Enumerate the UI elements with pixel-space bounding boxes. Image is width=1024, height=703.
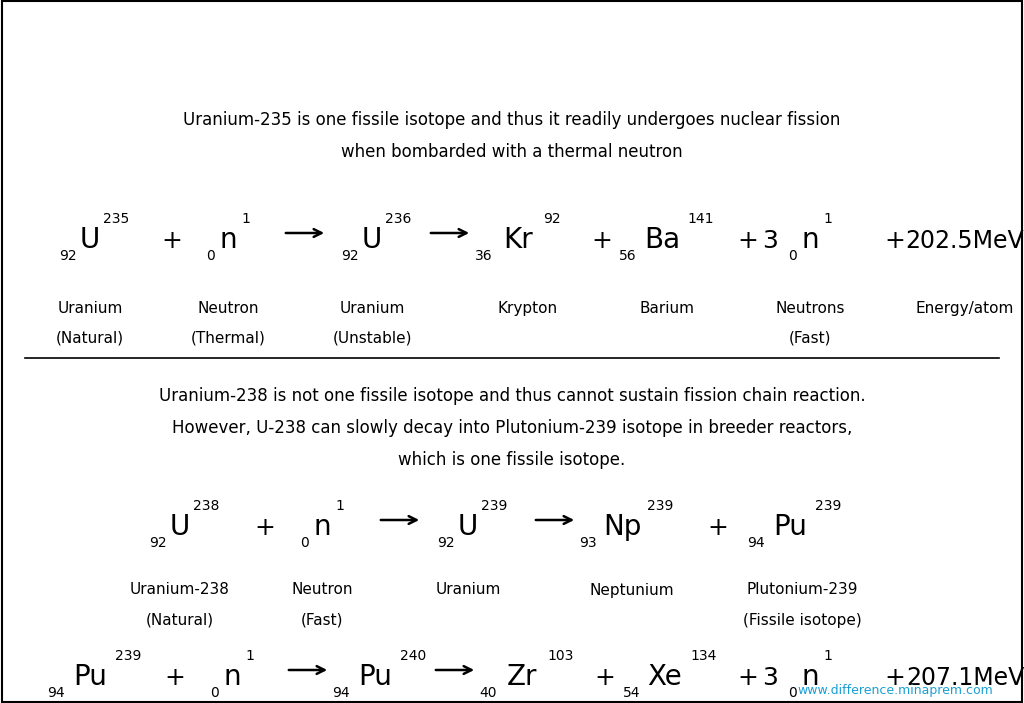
Text: 238: 238 bbox=[193, 499, 219, 513]
Text: U: U bbox=[170, 513, 190, 541]
Text: (Fast): (Fast) bbox=[788, 330, 831, 345]
Text: Uranium-235 is one fissile isotope and thus it readily undergoes nuclear fission: Uranium-235 is one fissile isotope and t… bbox=[183, 111, 841, 129]
Text: 235: 235 bbox=[103, 212, 129, 226]
Text: U: U bbox=[80, 226, 100, 254]
Text: +: + bbox=[595, 666, 615, 690]
Text: +: + bbox=[255, 516, 275, 540]
Text: n: n bbox=[313, 513, 331, 541]
Text: (Natural): (Natural) bbox=[146, 612, 214, 628]
Text: 103: 103 bbox=[547, 649, 573, 663]
Text: n: n bbox=[801, 663, 819, 691]
Text: U: U bbox=[458, 513, 478, 541]
Text: 141: 141 bbox=[687, 212, 714, 226]
Text: 40: 40 bbox=[479, 686, 497, 700]
Text: 94: 94 bbox=[333, 686, 350, 700]
Text: +: + bbox=[885, 666, 905, 690]
Text: 240: 240 bbox=[400, 649, 426, 663]
Text: 92: 92 bbox=[543, 212, 560, 226]
Text: 134: 134 bbox=[690, 649, 717, 663]
Text: 239: 239 bbox=[647, 499, 674, 513]
Text: 1: 1 bbox=[241, 212, 250, 226]
Text: 239: 239 bbox=[815, 499, 842, 513]
Text: +: + bbox=[162, 229, 182, 253]
Text: +: + bbox=[737, 229, 759, 253]
Text: 92: 92 bbox=[59, 249, 77, 263]
Text: 93: 93 bbox=[580, 536, 597, 550]
Text: 92: 92 bbox=[437, 536, 455, 550]
Text: 92: 92 bbox=[150, 536, 167, 550]
Text: 1: 1 bbox=[823, 212, 831, 226]
Text: 0: 0 bbox=[206, 249, 215, 263]
Text: Ba: Ba bbox=[644, 226, 680, 254]
Text: 1: 1 bbox=[335, 499, 344, 513]
Text: 94: 94 bbox=[47, 686, 65, 700]
Text: Kr: Kr bbox=[503, 226, 532, 254]
Text: Uranium: Uranium bbox=[57, 300, 123, 316]
Text: Uranium: Uranium bbox=[339, 300, 404, 316]
Text: 3: 3 bbox=[762, 666, 778, 690]
Text: Pu: Pu bbox=[358, 663, 392, 691]
Text: Uranium: Uranium bbox=[435, 583, 501, 598]
Text: Neutron: Neutron bbox=[198, 300, 259, 316]
Text: 239: 239 bbox=[115, 649, 141, 663]
Text: when bombarded with a thermal neutron: when bombarded with a thermal neutron bbox=[341, 143, 683, 161]
Text: Difference between Uranium-235 and Uranium-238 isotopes: Difference between Uranium-235 and Urani… bbox=[17, 23, 1007, 51]
Text: 1: 1 bbox=[823, 649, 831, 663]
Text: Np: Np bbox=[603, 513, 641, 541]
Text: 36: 36 bbox=[475, 249, 493, 263]
Text: (Thermal): (Thermal) bbox=[190, 330, 265, 345]
Text: Pu: Pu bbox=[73, 663, 106, 691]
Text: Energy/atom: Energy/atom bbox=[915, 300, 1014, 316]
Text: 94: 94 bbox=[748, 536, 765, 550]
Text: (Unstable): (Unstable) bbox=[332, 330, 412, 345]
Text: +: + bbox=[885, 229, 905, 253]
Text: 0: 0 bbox=[210, 686, 219, 700]
Text: (Fissile isotope): (Fissile isotope) bbox=[742, 612, 861, 628]
Text: Plutonium-239: Plutonium-239 bbox=[746, 583, 858, 598]
Text: 92: 92 bbox=[341, 249, 359, 263]
Text: Uranium-238: Uranium-238 bbox=[130, 583, 230, 598]
Text: Neutron: Neutron bbox=[291, 583, 352, 598]
Text: 3: 3 bbox=[762, 229, 778, 253]
Text: 54: 54 bbox=[623, 686, 640, 700]
Text: (Natural): (Natural) bbox=[56, 330, 124, 345]
Text: 236: 236 bbox=[385, 212, 412, 226]
Text: However, U-238 can slowly decay into Plutonium-239 isotope in breeder reactors,: However, U-238 can slowly decay into Plu… bbox=[172, 419, 852, 437]
Text: 1: 1 bbox=[245, 649, 254, 663]
Text: 0: 0 bbox=[788, 686, 797, 700]
Text: +: + bbox=[737, 666, 759, 690]
Text: 207.1MeV: 207.1MeV bbox=[906, 666, 1024, 690]
Text: 0: 0 bbox=[788, 249, 797, 263]
Text: Neutrons: Neutrons bbox=[775, 300, 845, 316]
Text: Krypton: Krypton bbox=[498, 300, 558, 316]
Text: U: U bbox=[361, 226, 382, 254]
Text: n: n bbox=[223, 663, 241, 691]
Text: +: + bbox=[592, 229, 612, 253]
Text: Uranium-238 is not one fissile isotope and thus cannot sustain fission chain rea: Uranium-238 is not one fissile isotope a… bbox=[159, 387, 865, 405]
Text: Neptunium: Neptunium bbox=[590, 583, 675, 598]
Text: www.difference.minaprem.com: www.difference.minaprem.com bbox=[798, 684, 993, 697]
Text: Xe: Xe bbox=[647, 663, 682, 691]
Text: 239: 239 bbox=[481, 499, 507, 513]
Text: Barium: Barium bbox=[640, 300, 694, 316]
Text: 56: 56 bbox=[620, 249, 637, 263]
Text: n: n bbox=[801, 226, 819, 254]
Text: +: + bbox=[708, 516, 728, 540]
Text: 0: 0 bbox=[300, 536, 309, 550]
Text: which is one fissile isotope.: which is one fissile isotope. bbox=[398, 451, 626, 469]
Text: Zr: Zr bbox=[507, 663, 538, 691]
Text: 202.5MeV: 202.5MeV bbox=[905, 229, 1024, 253]
Text: +: + bbox=[165, 666, 185, 690]
Text: Pu: Pu bbox=[773, 513, 807, 541]
Text: n: n bbox=[219, 226, 237, 254]
Text: (Fast): (Fast) bbox=[301, 612, 343, 628]
